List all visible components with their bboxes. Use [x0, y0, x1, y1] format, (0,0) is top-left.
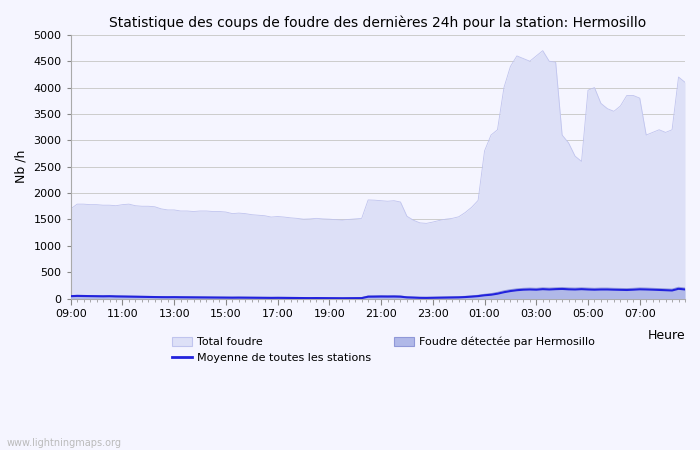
Title: Statistique des coups de foudre des dernières 24h pour la station: Hermosillo: Statistique des coups de foudre des dern…	[109, 15, 647, 30]
Y-axis label: Nb /h: Nb /h	[15, 150, 28, 183]
Legend: Total foudre, Moyenne de toutes les stations, Foudre détectée par Hermosillo: Total foudre, Moyenne de toutes les stat…	[169, 333, 598, 367]
Text: Heure: Heure	[648, 329, 685, 342]
Text: www.lightningmaps.org: www.lightningmaps.org	[7, 438, 122, 448]
